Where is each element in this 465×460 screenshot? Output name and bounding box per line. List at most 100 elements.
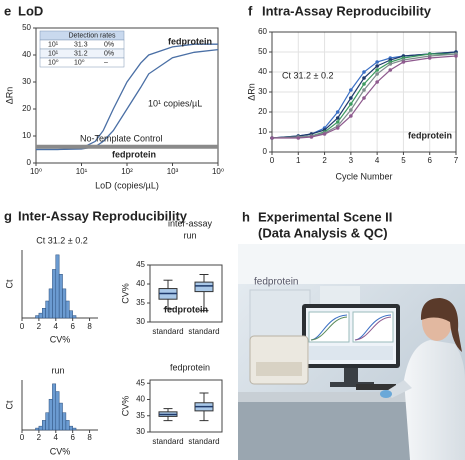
bar [62,412,67,431]
bar [55,254,60,319]
y-axis-label: Ct [4,279,14,288]
bar [42,308,46,319]
box [194,281,214,293]
point [349,88,353,92]
x-tick-label: 7 [454,156,459,165]
bar [52,383,57,431]
annotation: No-Template Control [80,133,163,143]
y-tick-label: 45 [136,378,145,387]
annotation: Ct 31.2 ± 0.2 [282,70,333,80]
bar [45,412,50,431]
chart-title: inter-assay [168,218,213,228]
y-tick-label: 10 [258,127,267,136]
point [375,72,379,76]
point [362,76,366,80]
table-cell: 31.2 [74,50,88,57]
annotation: run [51,365,64,375]
bar [72,315,77,319]
panel-title: (Data Analysis & QC) [258,225,388,240]
y-tick-label: 30 [136,427,145,436]
bar [48,398,53,431]
point [349,108,353,112]
bar [58,402,63,431]
panel-label: f [248,3,253,18]
plot-frame [35,27,219,164]
y-tick-label: 0 [263,147,268,156]
x-tick-label: 3 [349,156,354,165]
bar [69,425,73,431]
x-tick-label: 2 [37,322,42,331]
table-cell: 10¹ [48,41,59,48]
y-tick-label: 50 [22,23,31,32]
y-tick-label: 30 [22,77,31,86]
point [349,96,353,100]
point [375,64,379,68]
x-tick-label: 2 [37,433,42,442]
annotation: fedprotein [168,36,212,46]
y-axis-label: ΔRn [246,83,256,101]
x-tick-label: 10⁰ [30,167,42,176]
table-cell: 31.3 [74,41,88,48]
point [375,68,379,72]
panel-title: Inter-Assay Reproducibility [18,208,188,223]
panel-title: LoD [18,3,43,18]
point [309,135,314,139]
y-tick-label: 0 [27,158,32,167]
point [427,56,432,60]
x-tick-label: 0 [20,433,25,442]
bar [65,300,70,319]
x-tick-label: 6 [70,322,75,331]
point [335,120,340,124]
x-tick-label: 2 [322,156,327,165]
series-line [271,53,457,139]
y-tick-label: 45 [136,260,145,269]
bar [65,420,70,431]
point [362,88,366,92]
x-tick-label: 8 [87,433,92,442]
table-header: Detection rates [68,32,116,39]
annotation: fedprotein [408,130,452,140]
series-line [271,51,457,139]
x-tick-label: 4 [375,156,380,165]
bar [35,315,40,319]
series-line [271,51,457,139]
x-tick-label: 10³ [167,167,179,176]
bar [52,269,57,319]
panel-title: Intra-Assay Reproducibility [262,3,432,18]
x-tick-label: 4 [54,433,59,442]
bar [35,427,40,431]
x-tick-label: standard [152,327,183,336]
point [375,80,379,84]
plot-frame [149,379,223,433]
x-tick-label: 6 [427,156,432,165]
panel-label: e [4,3,11,18]
bar [38,425,43,431]
annotation: Ct 31.2 ± 0.2 [36,235,87,245]
y-tick-label: 30 [258,87,267,96]
bar [55,391,60,431]
x-tick-label: 8 [87,322,92,331]
series-line [36,48,219,151]
y-tick-label: 20 [22,104,31,113]
bar [48,288,53,319]
table-cell: 0% [104,41,114,48]
x-tick-label: 6 [70,433,75,442]
point [335,126,340,130]
point [454,54,458,58]
bar [42,420,46,431]
x-tick-label: 0 [20,322,25,331]
bar [69,310,73,319]
x-tick-label: 10⁰ [212,167,224,176]
point [375,60,379,64]
bar [38,312,43,319]
annotation: fedprotein [164,304,208,314]
x-tick-label: 4 [54,322,59,331]
y-axis-label: CV% [120,396,130,417]
table-row-bg [39,57,125,68]
point [335,110,340,114]
x-axis-label: CV% [50,334,71,344]
plot-frame [271,31,457,153]
y-axis-label: Ct [4,400,14,409]
point [401,60,406,64]
y-tick-label: 40 [136,395,145,404]
